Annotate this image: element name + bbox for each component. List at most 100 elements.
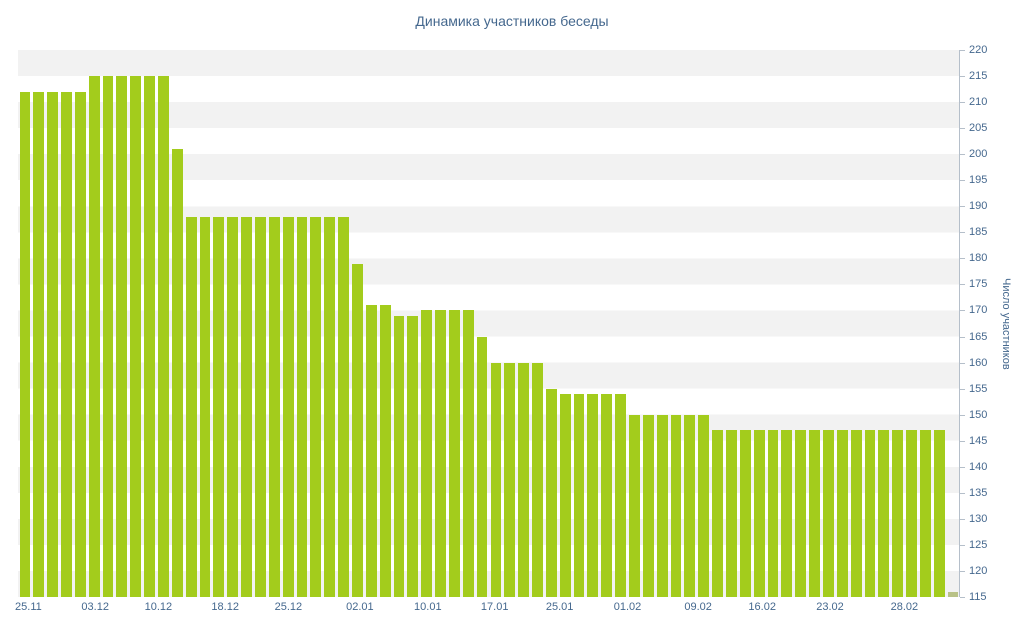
bar[interactable] [47, 91, 59, 597]
bar[interactable] [545, 388, 557, 597]
bar[interactable] [351, 263, 363, 597]
y-axis-tick [960, 544, 965, 546]
y-axis-tick [960, 180, 965, 182]
bar[interactable] [795, 430, 807, 597]
x-axis-tick-label: 25.01 [545, 601, 574, 613]
bar[interactable] [933, 430, 945, 597]
bar[interactable] [310, 216, 322, 597]
bar[interactable] [338, 216, 349, 597]
y-axis-tick-label: 175 [969, 278, 988, 291]
bar[interactable] [532, 362, 543, 597]
y-axis-tick-label: 210 [969, 96, 988, 109]
bar[interactable] [739, 430, 751, 597]
bar[interactable] [296, 216, 308, 597]
bar[interactable] [241, 216, 252, 597]
bar[interactable] [448, 310, 460, 597]
bar[interactable] [822, 430, 834, 597]
bar[interactable] [130, 76, 142, 597]
bar[interactable] [656, 414, 668, 597]
bar[interactable] [185, 216, 197, 597]
y-axis-tick [960, 232, 965, 234]
bar[interactable] [712, 430, 723, 597]
y-axis-tick [960, 102, 965, 104]
bar[interactable] [504, 362, 516, 597]
y-axis-tick-label: 195 [969, 174, 988, 187]
y-axis-tick [960, 258, 965, 260]
y-axis-tick-label: 185 [969, 226, 988, 239]
bar[interactable] [407, 315, 419, 597]
x-axis-tick-label: 25.12 [274, 601, 303, 613]
bar[interactable] [809, 430, 820, 597]
bar[interactable] [213, 216, 225, 597]
bar[interactable] [393, 315, 405, 597]
bar[interactable] [144, 76, 156, 597]
bar[interactable] [670, 414, 682, 597]
y-axis-tick-label: 200 [969, 148, 988, 161]
bar[interactable] [642, 414, 654, 597]
bar[interactable] [255, 216, 266, 597]
y-axis-line [959, 50, 960, 597]
bar[interactable] [476, 336, 488, 597]
y-axis-tick-label: 155 [969, 382, 988, 395]
x-axis-tick-label: 10.12 [144, 601, 173, 613]
bar[interactable] [601, 393, 613, 597]
bar[interactable] [878, 430, 890, 597]
bar[interactable] [559, 393, 571, 597]
x-axis-tick-label: 09.02 [684, 601, 712, 613]
bar[interactable] [753, 430, 765, 597]
bar[interactable] [726, 430, 737, 597]
bar[interactable] [490, 362, 502, 597]
y-axis-tick [960, 336, 965, 338]
bar[interactable] [199, 216, 211, 597]
bar[interactable] [947, 591, 959, 597]
bar[interactable] [268, 216, 280, 597]
y-axis-tick-label: 140 [969, 460, 988, 473]
bar[interactable] [781, 430, 793, 597]
y-axis-tick [960, 492, 965, 494]
bar[interactable] [116, 76, 128, 597]
bar[interactable] [19, 91, 31, 597]
y-axis-tick [960, 310, 965, 312]
bar[interactable] [573, 393, 585, 597]
bar[interactable] [102, 76, 114, 597]
bar[interactable] [864, 430, 876, 597]
bar[interactable] [892, 430, 904, 597]
bar[interactable] [587, 393, 599, 597]
bar[interactable] [767, 430, 779, 597]
bar[interactable] [919, 430, 931, 597]
x-axis-tick-label: 18.12 [211, 601, 239, 613]
y-axis-tick [960, 50, 965, 51]
bar[interactable] [74, 91, 86, 597]
bar[interactable] [435, 310, 446, 597]
bar[interactable] [629, 414, 640, 597]
x-axis-tick-label: 17.01 [480, 601, 509, 613]
bar[interactable] [518, 362, 530, 597]
x-axis-tick-label: 03.12 [81, 601, 109, 613]
y-axis-tick-label: 165 [969, 330, 988, 343]
bar[interactable] [61, 91, 72, 597]
bar[interactable] [421, 310, 433, 597]
bar[interactable] [33, 91, 45, 597]
bar[interactable] [227, 216, 239, 597]
y-axis-tick-label: 190 [969, 200, 988, 213]
bar[interactable] [158, 76, 169, 597]
bar[interactable] [906, 430, 917, 597]
bar[interactable] [698, 414, 710, 597]
bar[interactable] [365, 305, 377, 597]
y-axis-tick [960, 128, 965, 130]
bar[interactable] [836, 430, 848, 597]
y-axis-tick-label: 150 [969, 408, 988, 421]
bar[interactable] [88, 76, 100, 597]
bar[interactable] [684, 414, 696, 597]
bar[interactable] [379, 305, 391, 597]
bar[interactable] [324, 216, 336, 597]
bar[interactable] [462, 310, 474, 597]
bar[interactable] [850, 430, 862, 597]
bar[interactable] [615, 393, 627, 597]
y-axis-tick-label: 205 [969, 122, 988, 135]
y-axis-tick-label: 160 [969, 356, 988, 369]
bar[interactable] [171, 148, 183, 597]
x-axis-labels: 25.11 03.12 10.12 18.12 25.12 02.01 10.01 17.01… [15, 601, 960, 617]
bar[interactable] [282, 216, 294, 597]
